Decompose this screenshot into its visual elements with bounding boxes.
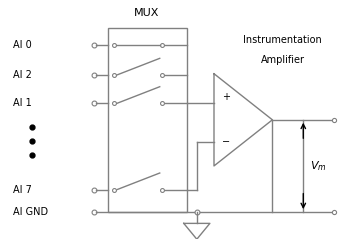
Bar [107,28,186,212]
Text: +: + [222,92,230,102]
Text: Amplifier: Amplifier [261,55,305,65]
Text: −: − [222,137,230,147]
Text: AI 1: AI 1 [13,98,32,108]
Text: AI 7: AI 7 [13,185,32,195]
Polygon shape [184,223,210,239]
Text: AI 2: AI 2 [13,70,32,80]
Text: AI 0: AI 0 [13,40,32,50]
Text: $V_m$: $V_m$ [310,159,327,173]
Text: Instrumentation: Instrumentation [243,35,322,45]
Text: AI GND: AI GND [13,207,48,217]
Text: MUX: MUX [134,8,160,18]
